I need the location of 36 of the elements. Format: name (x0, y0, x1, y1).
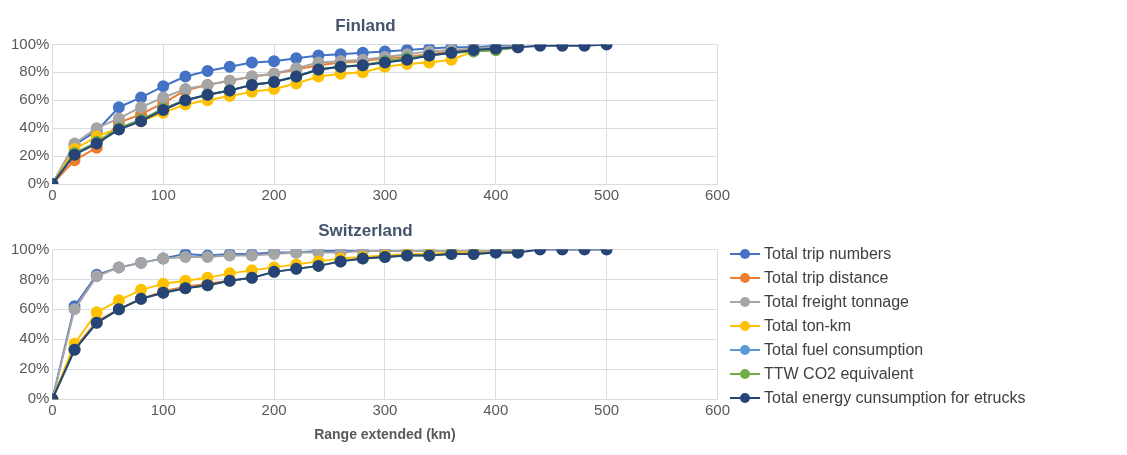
x-tick-label: 300 (372, 186, 398, 204)
x-tick-label: 0 (48, 186, 57, 204)
x-axis-title: Range extended (km) (314, 426, 456, 443)
x-tick-label: 100 (150, 401, 176, 419)
y-tick-label: 20% (19, 146, 50, 164)
legend-label: Total trip numbers (764, 244, 892, 263)
legend-label: TTW CO2 equivalent (764, 364, 914, 383)
y-tick-label: 0% (27, 389, 50, 407)
x-tick-label: 100 (150, 186, 176, 204)
x-tick-label: 400 (483, 186, 509, 204)
y-tick-label: 0% (27, 174, 50, 192)
legend-label: Total freight tonnage (764, 292, 909, 311)
legend-label: Total energy cunsumption for etrucks (764, 388, 1026, 407)
y-tick-label: 20% (19, 359, 50, 377)
x-tick-label: 600 (704, 401, 730, 419)
x-tick-label: 0 (48, 401, 57, 419)
legend-label: Total trip distance (764, 268, 889, 287)
y-tick-label: 100% (10, 34, 50, 52)
x-tick-label: 200 (261, 186, 287, 204)
chart-title: Switzerland (318, 220, 413, 240)
y-tick-label: 60% (19, 90, 50, 108)
x-tick-label: 500 (594, 186, 620, 204)
legend-label: Total ton-km (764, 316, 852, 335)
x-tick-label: 600 (704, 186, 730, 204)
x-tick-label: 400 (483, 401, 509, 419)
y-tick-label: 40% (19, 329, 50, 347)
chart-title: Finland (335, 15, 396, 35)
legend-label: Total fuel consumption (764, 340, 924, 359)
y-tick-label: 80% (19, 269, 50, 287)
y-tick-label: 100% (10, 239, 50, 257)
y-tick-label: 40% (19, 118, 50, 136)
x-tick-label: 500 (594, 401, 620, 419)
x-tick-label: 200 (261, 401, 287, 419)
x-tick-label: 300 (372, 401, 398, 419)
y-tick-label: 60% (19, 299, 50, 317)
y-tick-label: 80% (19, 62, 50, 80)
